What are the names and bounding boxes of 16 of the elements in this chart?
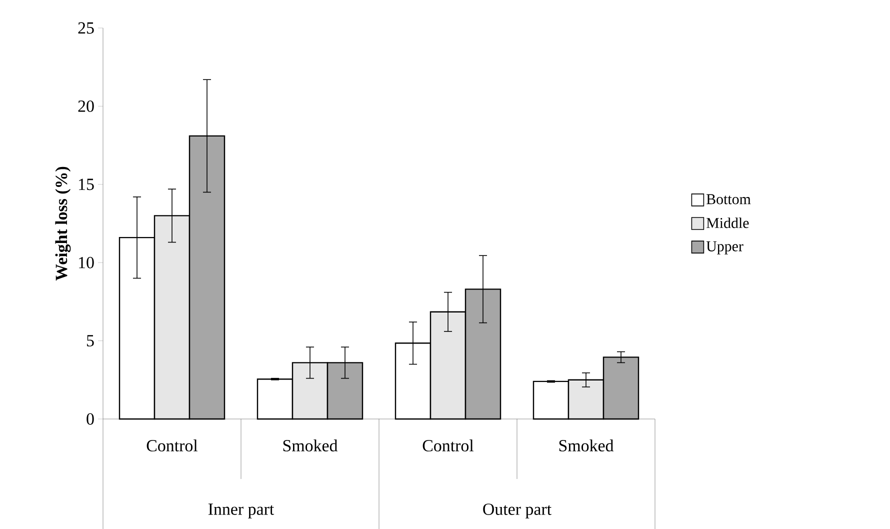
legend-label: Upper — [706, 241, 744, 254]
y-tick-label: 20 — [78, 100, 94, 112]
legend-label: Bottom — [706, 194, 751, 204]
x-tick-label: Smoked — [283, 439, 338, 452]
y-tick-label: 5 — [87, 335, 94, 346]
x-tick-label: Smoked — [559, 439, 614, 452]
text: Outer part — [483, 503, 552, 518]
x-tick-label: Control — [146, 439, 198, 452]
y-axis-title: Weight loss (%) — [55, 166, 71, 281]
legend-label: Middle — [706, 217, 749, 228]
y-tick-label: 0 — [86, 413, 94, 425]
text: Inner part — [208, 504, 274, 518]
x-tick-label: Control — [422, 439, 474, 452]
y-tick-label: 10 — [79, 256, 94, 268]
y-tick-label: 15 — [79, 178, 94, 190]
y-tick-label: 25 — [78, 22, 94, 34]
